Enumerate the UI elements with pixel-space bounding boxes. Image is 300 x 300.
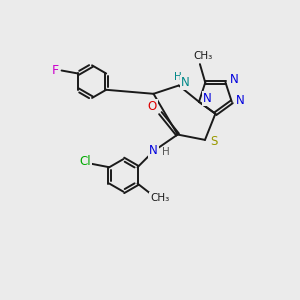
Text: N: N (203, 92, 212, 105)
Text: CH₃: CH₃ (194, 51, 213, 61)
Text: N: N (236, 94, 244, 107)
Text: F: F (52, 64, 58, 77)
Text: O: O (148, 100, 157, 113)
Text: N: N (230, 73, 238, 86)
Text: N: N (181, 76, 190, 89)
Text: CH₃: CH₃ (150, 193, 170, 202)
Text: F: F (52, 64, 58, 77)
Text: S: S (210, 135, 218, 148)
Text: H: H (174, 72, 182, 82)
Text: Cl: Cl (80, 155, 91, 168)
Text: H: H (163, 147, 170, 158)
Text: N: N (149, 144, 158, 157)
